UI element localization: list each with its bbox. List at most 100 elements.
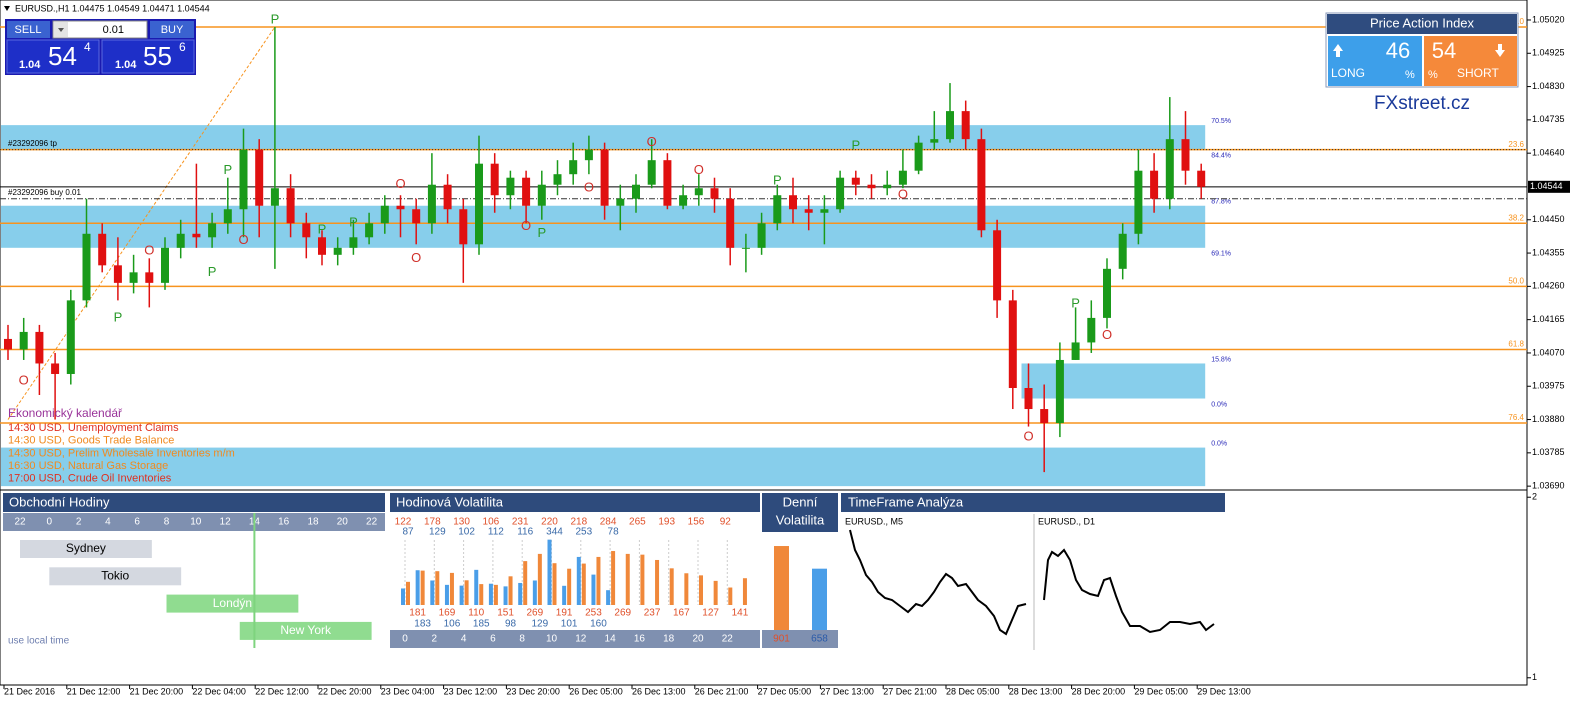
candle-body <box>946 111 954 140</box>
average-label: 218 <box>570 517 587 528</box>
pattern-label: P <box>349 215 358 230</box>
lot-field[interactable] <box>52 20 148 39</box>
today-label: 129 <box>532 619 549 630</box>
calendar-event: 17:00 USD, Crude Oil Inventories <box>8 473 172 485</box>
x-tick-label: 23 Dec 12:00 <box>444 686 498 696</box>
today-bar <box>459 585 464 605</box>
brand[interactable]: FXstreet.cz <box>1374 93 1470 114</box>
session-bar <box>49 567 182 586</box>
average-label: 181 <box>409 608 426 619</box>
session-name: Sydney <box>66 541 106 555</box>
average-bar <box>464 580 469 605</box>
today-label: 102 <box>458 527 475 538</box>
price-action-index: Price Action Index 46 LONG % 54 % SHORT <box>1325 12 1519 88</box>
candle-body <box>930 139 939 143</box>
y-tick-label: 1.04450 <box>1532 214 1565 224</box>
candle-body <box>270 188 279 206</box>
buy-price-box[interactable] <box>101 39 195 74</box>
hours-scale-label: 22 <box>366 517 378 528</box>
today-label: 160 <box>590 619 607 630</box>
average-bar <box>537 553 542 605</box>
sell-button[interactable] <box>7 21 50 38</box>
candle-body <box>459 209 468 245</box>
sell-label[interactable]: SELL <box>15 24 42 36</box>
average-label: 191 <box>556 608 573 619</box>
sell-prefix: 1.04 <box>19 59 41 71</box>
x-tick-label: 21 Dec 2016 <box>4 686 55 696</box>
candle-body <box>286 188 295 224</box>
sell-fraction: 4 <box>84 40 91 54</box>
average-label: 122 <box>395 517 412 528</box>
volatility-scale-label: 12 <box>575 634 587 645</box>
y-tick-label: 1.05020 <box>1532 14 1565 24</box>
volatility-scale-label: 6 <box>490 634 496 645</box>
today-bar <box>591 574 596 605</box>
candle-body <box>113 265 122 283</box>
sell-price-box[interactable] <box>6 39 100 74</box>
daily-bar <box>812 568 827 630</box>
average-label: 92 <box>720 517 732 528</box>
candle-body <box>647 160 656 185</box>
average-bar <box>684 573 689 605</box>
candle-body <box>616 198 625 206</box>
pattern-label: O <box>1102 327 1112 342</box>
candle-body <box>412 209 421 224</box>
average-bar <box>508 576 513 605</box>
order-label: #23292096 buy 0.01 <box>8 188 82 197</box>
pai-short-label: SHORT <box>1457 66 1499 80</box>
fibo-label: 23.6 <box>1508 140 1524 149</box>
x-tick-label: 27 Dec 21:00 <box>883 686 937 696</box>
pattern-label: O <box>1023 429 1033 444</box>
x-tick-label: 29 Dec 13:00 <box>1197 686 1251 696</box>
candle-body <box>961 111 970 140</box>
daily-bar <box>774 546 789 630</box>
pai-short-unit: % <box>1428 69 1438 81</box>
candle-body <box>427 184 436 224</box>
average-bar <box>640 554 645 605</box>
buy-pips: 55 <box>143 41 172 71</box>
today-bar <box>606 590 611 605</box>
zone-label: 69.1% <box>1211 251 1231 258</box>
candle-body <box>176 233 185 248</box>
hours-scale-label: 10 <box>190 517 202 528</box>
today-label: 87 <box>402 527 414 538</box>
candle-body <box>1024 388 1033 410</box>
zone-label: 70.5% <box>1211 118 1231 125</box>
candle-body <box>396 205 405 210</box>
today-label: 112 <box>488 527 504 538</box>
average-label: 284 <box>600 517 617 528</box>
local-time-link[interactable]: use local time <box>8 636 70 647</box>
candle-body <box>569 160 578 175</box>
candle-body <box>490 163 499 196</box>
average-bar <box>728 587 733 605</box>
volatility-scale-label: 4 <box>461 634 467 645</box>
calendar-event: 16:30 USD, Natural Gas Storage <box>8 460 168 472</box>
candle-body <box>1134 170 1143 234</box>
daily-label: 658 <box>811 634 828 645</box>
candle-body <box>1103 268 1111 318</box>
buy-label[interactable]: BUY <box>161 24 184 36</box>
today-bar <box>562 585 567 605</box>
volatility-scale-label: 22 <box>722 634 734 645</box>
session-bar <box>20 540 152 558</box>
buy-button[interactable] <box>150 21 194 38</box>
collapse-icon[interactable] <box>4 6 10 11</box>
today-label: 101 <box>561 619 578 630</box>
candle-body <box>804 209 813 213</box>
average-bar <box>742 578 747 605</box>
timeframe-chart-label: EURUSD., M5 <box>845 516 903 526</box>
current-price-box <box>1528 180 1570 193</box>
candle-body <box>1040 409 1049 424</box>
timeframe-title: TimeFrame Analýza <box>848 494 964 509</box>
candle-body <box>145 272 154 283</box>
volatility-scale-label: 18 <box>663 634 675 645</box>
average-bar <box>596 556 601 605</box>
x-tick-label: 27 Dec 05:00 <box>758 686 812 696</box>
plot-frame <box>0 0 1528 686</box>
lot-value[interactable]: 0.01 <box>103 24 124 36</box>
today-label: 185 <box>473 619 490 630</box>
candle-body <box>208 223 217 238</box>
pattern-label: O <box>395 176 405 191</box>
average-bar <box>406 581 410 605</box>
long-arrow <box>1333 44 1343 57</box>
